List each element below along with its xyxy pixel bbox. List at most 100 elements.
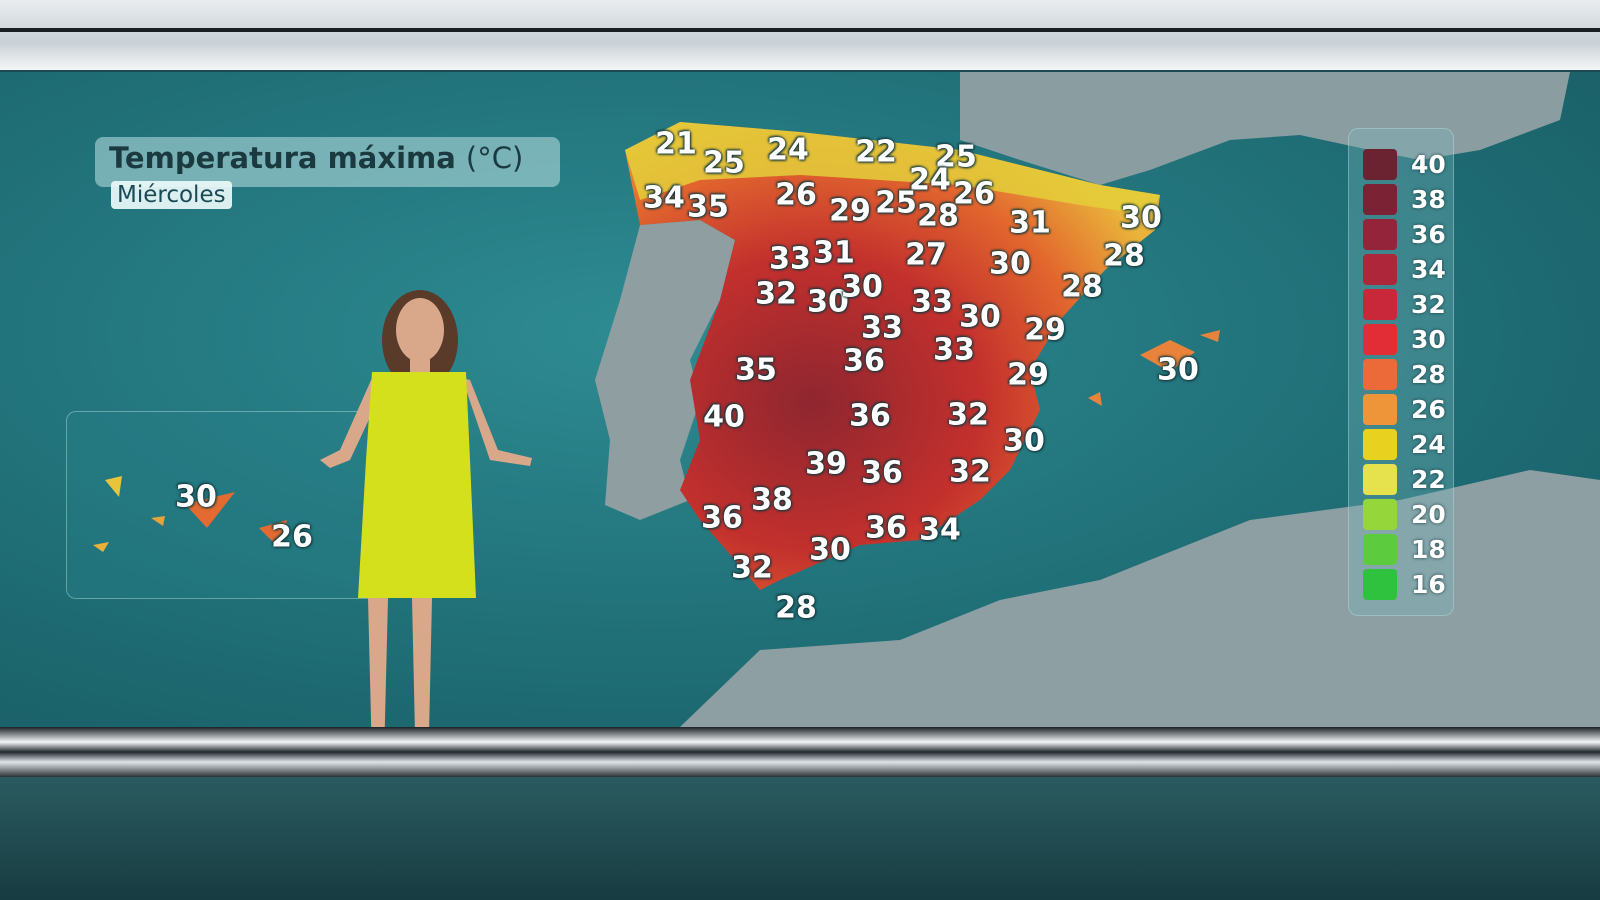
temperature-label: 30 xyxy=(807,284,849,320)
legend-value: 16 xyxy=(1411,570,1446,599)
legend-value: 20 xyxy=(1411,500,1446,529)
temperature-label: 35 xyxy=(687,189,729,225)
legend-value: 18 xyxy=(1411,535,1446,564)
legend-item: 38 xyxy=(1363,184,1453,217)
temperature-label: 39 xyxy=(805,446,847,482)
legend-value: 32 xyxy=(1411,290,1446,319)
temperature-label: 25 xyxy=(935,139,977,175)
screen-frame xyxy=(0,727,1600,777)
temperature-label: 33 xyxy=(911,284,953,320)
legend-value: 26 xyxy=(1411,395,1446,424)
legend-swatch xyxy=(1363,429,1397,460)
temperature-label: 24 xyxy=(909,162,951,198)
france-land xyxy=(960,72,1570,185)
legend-item: 22 xyxy=(1363,464,1453,497)
legend-swatch xyxy=(1363,184,1397,215)
canary-islands-map xyxy=(93,476,287,552)
legend-item: 36 xyxy=(1363,219,1453,252)
legend-item: 40 xyxy=(1363,149,1453,182)
legend-item: 32 xyxy=(1363,289,1453,322)
temperature-label: 27 xyxy=(905,237,947,273)
legend-value: 30 xyxy=(1411,325,1446,354)
temperature-label: 33 xyxy=(769,241,811,277)
temperature-label: 25 xyxy=(703,145,745,181)
temperature-label: 22 xyxy=(855,134,897,170)
legend-swatch xyxy=(1363,359,1397,390)
ibiza xyxy=(1088,392,1102,406)
spain-land xyxy=(625,122,1160,590)
temperature-label: 30 xyxy=(1157,352,1199,388)
temperature-label: 28 xyxy=(1103,238,1145,274)
legend-swatch xyxy=(1363,499,1397,530)
temperature-label: 33 xyxy=(861,310,903,346)
legend-item: 28 xyxy=(1363,359,1453,392)
temperature-label: 36 xyxy=(849,398,891,434)
temperature-label: 38 xyxy=(751,482,793,518)
legend-value: 36 xyxy=(1411,220,1446,249)
temperature-label: 30 xyxy=(959,299,1001,335)
temperature-label: 35 xyxy=(735,352,777,388)
temperature-label: 28 xyxy=(917,198,959,234)
legend-swatch xyxy=(1363,254,1397,285)
temperature-label: 32 xyxy=(755,276,797,312)
temperature-label: 29 xyxy=(829,193,871,229)
temperature-label: 34 xyxy=(643,180,685,216)
north-coast-band xyxy=(625,122,1160,215)
temperature-label: 26 xyxy=(775,177,817,213)
temperature-label: 32 xyxy=(731,550,773,586)
temperature-label: 30 xyxy=(841,269,883,305)
mallorca xyxy=(1140,340,1195,372)
temperature-label: 21 xyxy=(655,126,697,162)
legend-swatch xyxy=(1363,394,1397,425)
legend-item: 18 xyxy=(1363,534,1453,567)
legend-swatch xyxy=(1363,569,1397,600)
legend-value: 24 xyxy=(1411,430,1446,459)
temperature-label: 25 xyxy=(875,185,917,221)
temperature-label: 31 xyxy=(1009,205,1051,241)
studio-floor xyxy=(0,777,1600,900)
temperature-label: 26 xyxy=(953,176,995,212)
legend-value: 22 xyxy=(1411,465,1446,494)
temperature-label: 36 xyxy=(861,455,903,491)
temperature-label: 30 xyxy=(1003,423,1045,459)
temperature-label: 32 xyxy=(947,397,989,433)
legend-item: 26 xyxy=(1363,394,1453,427)
legend-item: 16 xyxy=(1363,569,1453,602)
title-unit: (°C) xyxy=(465,141,524,175)
legend-item: 24 xyxy=(1363,429,1453,462)
temperature-label: 29 xyxy=(1007,357,1049,393)
menorca xyxy=(1200,330,1220,342)
temperature-label: 30 xyxy=(989,246,1031,282)
legend-value: 40 xyxy=(1411,150,1446,179)
legend-swatch xyxy=(1363,149,1397,180)
temperature-label: 28 xyxy=(775,590,817,626)
temperature-label: 34 xyxy=(919,512,961,548)
map-title: Temperatura máxima (°C) xyxy=(95,137,560,187)
temperature-label: 40 xyxy=(703,399,745,435)
legend-item: 30 xyxy=(1363,324,1453,357)
legend-swatch xyxy=(1363,534,1397,565)
legend-swatch xyxy=(1363,219,1397,250)
legend-item: 34 xyxy=(1363,254,1453,287)
temperature-label: 31 xyxy=(813,235,855,271)
portugal-land xyxy=(595,220,735,520)
legend-swatch xyxy=(1363,289,1397,320)
temperature-legend: 40 38 36 34 32 30 28 26 24 22 20 18 16 xyxy=(1348,128,1454,616)
legend-value: 38 xyxy=(1411,185,1446,214)
temperature-label: 36 xyxy=(701,500,743,536)
temperature-label: 24 xyxy=(767,132,809,168)
temperature-label: 33 xyxy=(933,332,975,368)
legend-value: 34 xyxy=(1411,255,1446,284)
title-text: Temperatura máxima xyxy=(109,141,456,175)
temperature-label: 36 xyxy=(865,510,907,546)
temperature-label: 36 xyxy=(843,343,885,379)
temperature-label: 29 xyxy=(1024,312,1066,348)
canary-islands-inset xyxy=(66,411,386,599)
legend-value: 28 xyxy=(1411,360,1446,389)
temperature-label: 30 xyxy=(175,479,217,515)
temperature-label: 30 xyxy=(1120,200,1162,236)
legend-swatch xyxy=(1363,464,1397,495)
temperature-label: 32 xyxy=(949,454,991,490)
temperature-label: 30 xyxy=(809,532,851,568)
temperature-label: 26 xyxy=(271,519,313,555)
